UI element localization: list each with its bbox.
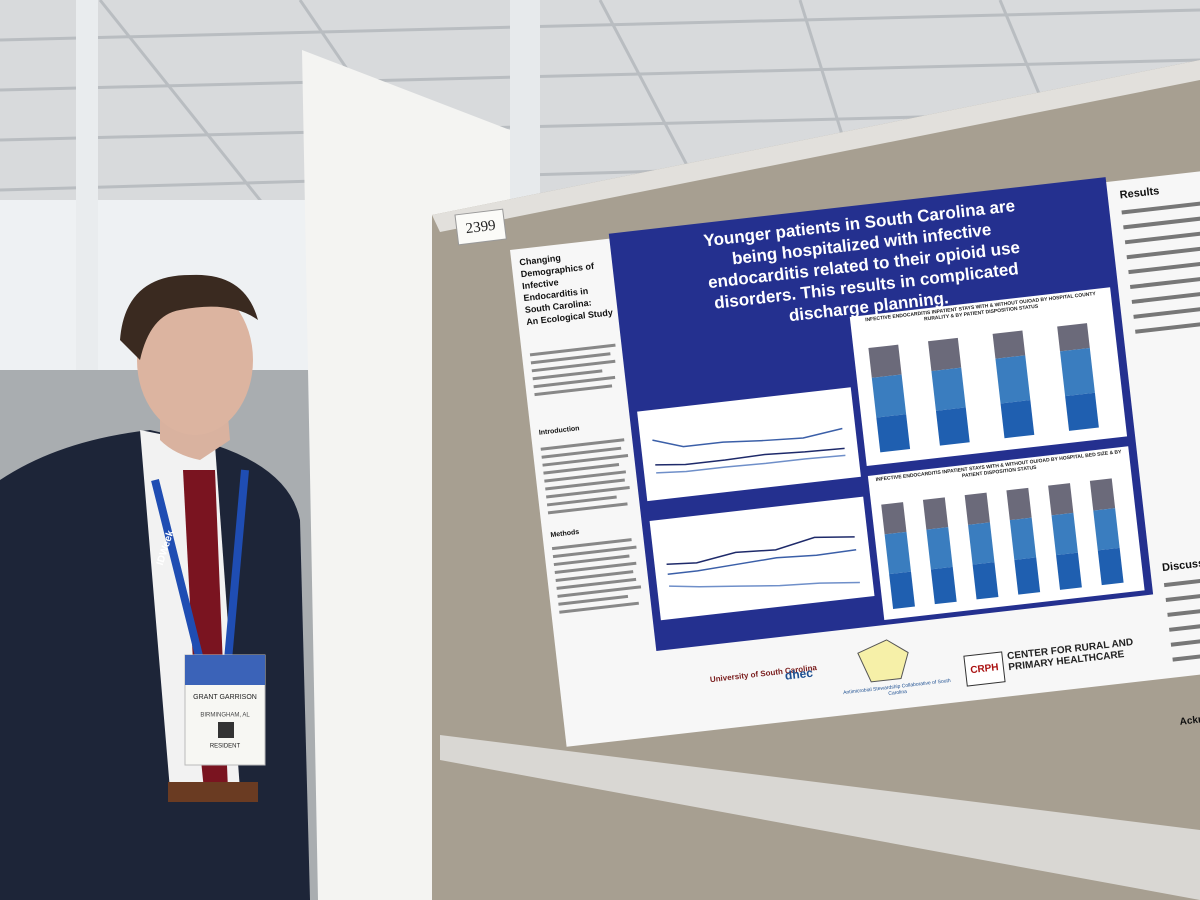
poster-title-line: Infective — [522, 277, 559, 291]
belt — [168, 782, 258, 802]
logo-text: dhec — [784, 666, 814, 683]
board-frame — [432, 60, 1200, 232]
logo-text: CRPH — [970, 662, 999, 676]
lanyard — [151, 469, 249, 661]
badge-header — [185, 655, 265, 685]
bar-chart-panel — [849, 287, 1128, 467]
badge-role: RESIDENT — [210, 744, 241, 750]
pillar — [510, 0, 540, 200]
board-frame — [440, 735, 1200, 900]
section-heading: Discussion — [1162, 555, 1200, 574]
poster-title-line: Changing — [519, 253, 561, 268]
number-card — [454, 208, 507, 246]
hair — [120, 274, 258, 360]
state-map-logo — [857, 639, 909, 683]
line-chart-panel — [637, 387, 861, 502]
person: IDWeek GRANT GARRISON BIRMINGHAM, AL RES… — [0, 274, 310, 900]
pillar — [76, 0, 98, 400]
stacked-bars-sketch — [868, 323, 1124, 609]
head — [137, 285, 253, 435]
section-heading: Introduction — [539, 425, 580, 437]
section-heading: Results — [1119, 185, 1160, 201]
ceiling-truss — [0, 0, 1200, 251]
body-text — [529, 343, 642, 614]
crph-logo — [963, 651, 1006, 687]
line-chart-sketch — [652, 427, 860, 588]
board-number: 2399 — [465, 218, 497, 238]
badge-location: BIRMINGHAM, AL — [200, 713, 250, 719]
section-heading: Methods — [550, 529, 579, 539]
line-chart-panel — [649, 496, 875, 621]
badge-name: GRANT GARRISON — [193, 694, 257, 701]
body-text — [1121, 199, 1200, 662]
qr-code — [218, 722, 234, 738]
